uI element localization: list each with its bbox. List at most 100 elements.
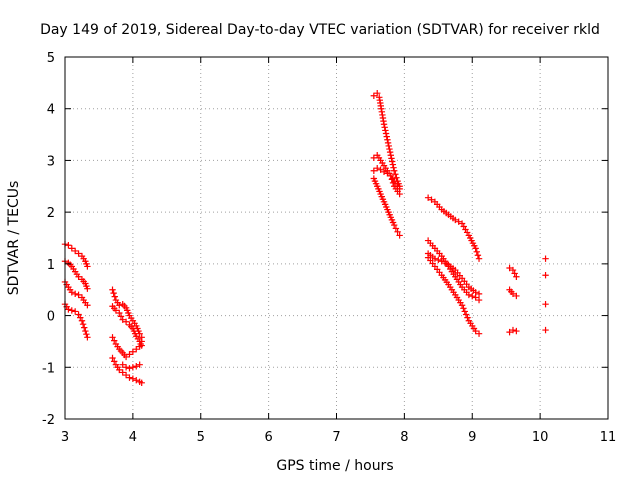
data-point [65, 306, 72, 313]
grid-layer [65, 57, 608, 419]
data-point [509, 290, 517, 298]
data-point [71, 247, 79, 255]
series-arc2 [61, 258, 91, 292]
data-point [389, 161, 397, 168]
data-point [513, 327, 520, 335]
series-arc5 [109, 286, 145, 341]
data-point [84, 334, 91, 341]
data-point [384, 139, 392, 147]
series-arc9 [370, 90, 403, 190]
data-point [461, 308, 468, 315]
data-point [111, 337, 118, 344]
y-tick-label: 4 [47, 103, 55, 118]
data-point [75, 250, 82, 257]
data-point [122, 371, 130, 379]
series-arc14 [424, 237, 483, 304]
data-point [392, 171, 399, 178]
y-tick-label: 0 [47, 310, 55, 325]
x-tick-label: 3 [61, 430, 69, 445]
x-tick-label: 9 [468, 430, 476, 445]
data-point [458, 302, 466, 309]
series-arc15 [424, 250, 483, 298]
data-point [382, 127, 389, 134]
x-tick-label: 5 [197, 430, 205, 445]
data-point [133, 377, 140, 384]
x-tick-label: 6 [264, 430, 272, 445]
data-point [84, 263, 91, 270]
data-point [472, 289, 479, 296]
x-axis-title: GPS time / hours [276, 458, 393, 474]
data-point [431, 255, 439, 262]
data-point [129, 348, 137, 355]
data-point [116, 302, 123, 309]
data-point [68, 289, 75, 296]
series-arc17 [506, 264, 520, 280]
data-point [396, 232, 403, 239]
data-point [374, 164, 381, 172]
data-point [509, 266, 517, 274]
data-point [83, 330, 90, 338]
series-arc8b [119, 361, 143, 372]
series-arc18 [506, 286, 520, 300]
data-point [109, 334, 116, 341]
data-point [138, 338, 145, 345]
series-arc12 [370, 175, 403, 239]
data-point [84, 285, 91, 292]
data-point [462, 311, 470, 318]
data-point [465, 291, 473, 299]
x-tick-label: 4 [129, 430, 137, 445]
data-point [126, 365, 133, 372]
data-point [119, 361, 126, 368]
data-point [387, 152, 394, 159]
data-point [460, 305, 467, 312]
data-point [472, 327, 479, 335]
series-arc3 [61, 278, 91, 309]
data-point [84, 302, 91, 309]
data-point [117, 313, 125, 320]
data-point [396, 185, 403, 193]
data-point [424, 194, 432, 201]
marks-layer [61, 90, 549, 386]
data-point [509, 326, 517, 334]
series-arc16 [424, 254, 483, 337]
x-tick-label: 10 [532, 430, 549, 445]
data-point [71, 308, 79, 315]
y-tick-label: 1 [47, 258, 55, 273]
data-point [75, 291, 82, 299]
series-arc1 [61, 241, 91, 270]
data-point [111, 293, 118, 300]
y-tick-label: 3 [47, 154, 55, 169]
data-point [109, 286, 116, 293]
data-point [390, 221, 398, 229]
data-point [122, 364, 130, 371]
data-point [82, 327, 89, 335]
ticks-layer: 3 4 5 6 7 8 9 10 11 -2 -1 0 1 2 3 4 5 [42, 51, 616, 445]
data-point [129, 364, 137, 371]
data-point [441, 259, 449, 267]
data-point [133, 345, 140, 353]
data-point [110, 289, 117, 297]
data-point [469, 292, 476, 300]
data-point [542, 255, 549, 262]
data-point [464, 314, 471, 321]
y-tick-label: -2 [42, 413, 55, 428]
data-point [116, 366, 123, 374]
y-tick-label: 2 [47, 206, 55, 221]
data-point [136, 361, 143, 368]
data-point [542, 272, 549, 279]
data-point [370, 92, 378, 99]
chart-title: Day 149 of 2019, Sidereal Day-to-day VTE… [40, 22, 600, 38]
x-tick-label: 8 [400, 430, 408, 445]
data-point [381, 124, 388, 131]
data-point [119, 369, 126, 376]
series-arc7 [109, 334, 145, 361]
data-point [126, 351, 133, 358]
data-point [513, 292, 520, 300]
data-point [75, 273, 82, 280]
data-point [506, 264, 513, 272]
data-point [388, 158, 396, 165]
data-point [472, 245, 479, 252]
x-tick-label: 7 [332, 430, 340, 445]
y-tick-label: -1 [42, 361, 55, 376]
data-point [386, 145, 393, 153]
